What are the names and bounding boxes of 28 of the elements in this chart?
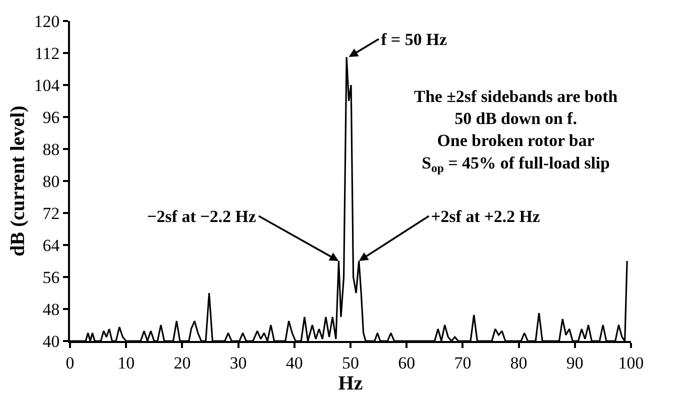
y-tick-label: 80 (42, 172, 60, 191)
x-tick-label: 20 (174, 353, 191, 372)
y-axis-title: dB (current level) (7, 106, 30, 256)
x-tick-label: 10 (118, 353, 135, 372)
annotation: The ±2sf sidebands are both 50 dB down on f. One broken rotor bar S$_{op}$ = 45% of full-load slip (414, 87, 618, 175)
y-tick-label: 56 (42, 268, 60, 287)
annotation: f = 50 Hz (381, 30, 448, 49)
y-tick-label: 96 (42, 108, 60, 127)
x-tick-label: 40 (286, 353, 303, 372)
annotation: +2sf at +2.2 Hz (431, 207, 541, 226)
x-tick-label: 80 (510, 353, 528, 372)
x-axis-title: Hz (338, 372, 363, 394)
annotation: −2sf at −2.2 Hz (147, 207, 257, 226)
y-tick-label: 72 (42, 204, 60, 223)
y-tick-label: 120 (34, 12, 60, 31)
x-tick-label: 30 (230, 353, 247, 372)
y-tick-label: 64 (42, 236, 60, 255)
x-tick-label: 90 (566, 353, 584, 372)
y-tick-label: 88 (42, 140, 60, 159)
y-tick-label: 40 (42, 332, 60, 351)
x-tick-label: 50 (342, 353, 359, 372)
y-tick-label: 48 (42, 300, 60, 319)
x-tick-label: 0 (66, 353, 74, 372)
x-tick-label: 100 (618, 353, 644, 372)
y-tick-label: 104 (34, 76, 60, 95)
y-tick-label: 112 (34, 44, 60, 63)
x-tick-label: 60 (398, 353, 416, 372)
x-tick-label: 70 (454, 353, 472, 372)
